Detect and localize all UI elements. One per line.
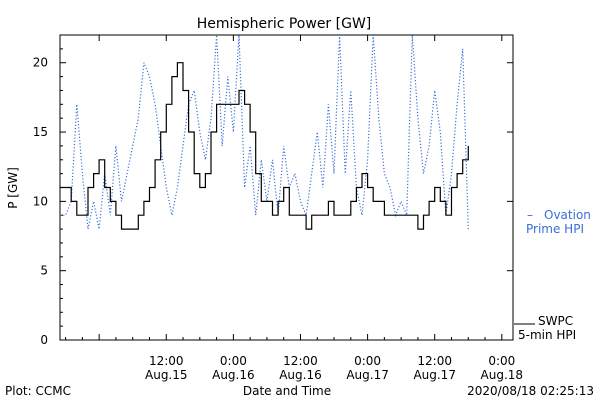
x-axis: 12:00Aug.150:00Aug.1612:00Aug.160:00Aug.… <box>65 35 524 382</box>
x-tick-label-time: 0:00 <box>488 354 515 368</box>
y-axis: 0 5 10 15 20 <box>33 48 513 347</box>
x-tick-label-date: Aug.16 <box>212 368 255 382</box>
y-tick-label: 5 <box>40 264 48 278</box>
x-tick-label-date: Aug.15 <box>145 368 188 382</box>
footer-timestamp: 2020/08/18 02:25:13 <box>467 384 594 398</box>
x-tick-label-time: 12:00 <box>283 354 318 368</box>
x-tick-label-time: 0:00 <box>354 354 381 368</box>
x-tick-label-time: 12:00 <box>417 354 452 368</box>
footer-plot-credit: Plot: CCMC <box>5 384 71 398</box>
y-axis-label: P [GW] <box>6 167 20 209</box>
x-tick-label-date: Aug.16 <box>279 368 322 382</box>
legend-ovation-label-1: Ovation <box>544 208 591 222</box>
x-tick-label-date: Aug.17 <box>413 368 456 382</box>
x-tick-label-time: 12:00 <box>149 354 184 368</box>
legend-swpc-label-1: SWPC <box>538 314 573 328</box>
x-tick-label-date: Aug.17 <box>346 368 389 382</box>
y-tick-label: 20 <box>33 56 48 70</box>
x-tick-label-date: Aug.18 <box>481 368 524 382</box>
legend-swpc-label-2: 5-min HPI <box>518 328 576 342</box>
series-layer <box>60 34 469 230</box>
series-swpc-line <box>60 62 469 230</box>
y-tick-label: 15 <box>33 125 48 139</box>
chart-title: Hemispheric Power [GW] <box>197 16 372 32</box>
legend-ovation-marker: – <box>527 208 533 222</box>
y-tick-label: 10 <box>33 194 48 208</box>
x-axis-label: Date and Time <box>243 384 331 398</box>
legend: – Ovation Prime HPI SWPC 5-min HPI <box>514 208 591 342</box>
y-tick-label: 0 <box>40 333 48 347</box>
x-tick-label-time: 0:00 <box>220 354 247 368</box>
series-ovation-prime-line <box>60 34 469 230</box>
legend-ovation-label-2: Prime HPI <box>526 222 584 236</box>
